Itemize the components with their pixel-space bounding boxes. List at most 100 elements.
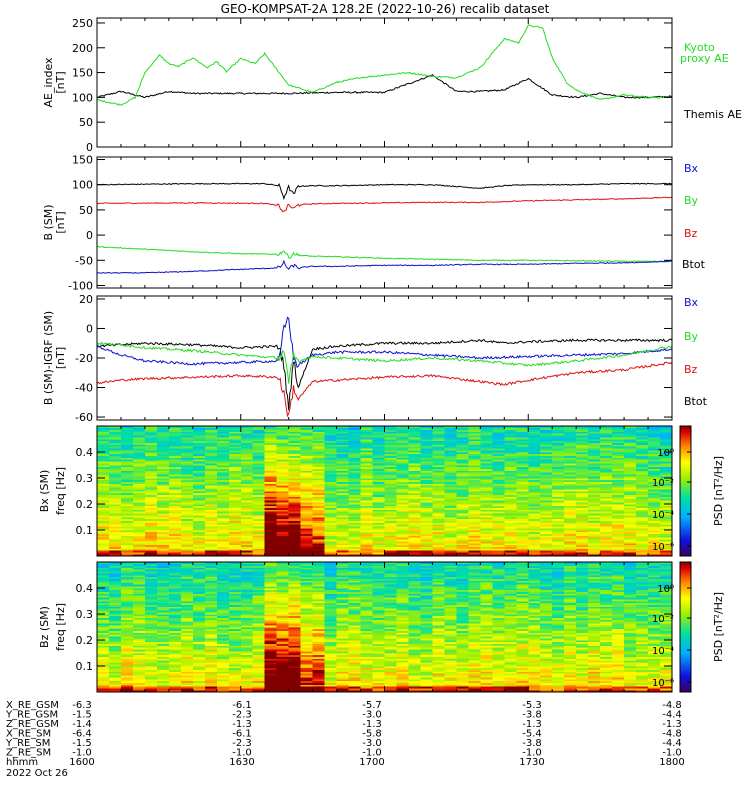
specx-cell bbox=[600, 478, 613, 481]
specx-cell bbox=[576, 554, 589, 557]
specx-cell bbox=[540, 426, 553, 429]
specx-cell bbox=[612, 528, 625, 531]
specz-cell bbox=[240, 664, 254, 667]
specx-cell bbox=[504, 515, 517, 518]
specz-cell bbox=[108, 664, 122, 667]
specx-cell bbox=[624, 531, 637, 535]
specx-cell bbox=[420, 502, 433, 505]
specx-cell bbox=[252, 452, 266, 455]
specz-cell bbox=[192, 569, 206, 572]
specx-cell bbox=[468, 429, 481, 432]
specz-cell bbox=[228, 640, 242, 643]
specx-cell bbox=[420, 530, 433, 533]
specx-cell bbox=[516, 487, 529, 490]
specx-cell bbox=[432, 487, 445, 490]
specx-cell bbox=[396, 498, 409, 501]
specx-cell bbox=[216, 511, 230, 514]
specx-cell bbox=[492, 531, 505, 535]
specx-cell bbox=[336, 468, 349, 471]
specz-cell bbox=[144, 645, 158, 648]
specz-cell bbox=[264, 686, 277, 689]
specx-cell bbox=[252, 481, 266, 484]
specz-cell bbox=[168, 614, 182, 617]
specx-cell bbox=[516, 550, 529, 553]
specz-cell bbox=[240, 630, 254, 633]
specx-cell bbox=[216, 459, 230, 462]
specx-cell bbox=[492, 440, 505, 444]
specz-cell bbox=[240, 669, 254, 672]
specz-cell bbox=[108, 601, 122, 604]
specx-cell bbox=[276, 539, 289, 542]
specx-cell bbox=[624, 498, 637, 501]
specz-cell bbox=[276, 588, 289, 591]
specx-cell bbox=[252, 548, 266, 551]
specx-cell bbox=[300, 535, 313, 538]
specx-cell bbox=[204, 483, 218, 486]
specx-cell bbox=[324, 494, 337, 497]
specx-cell bbox=[348, 476, 361, 479]
specz-cell bbox=[252, 664, 266, 667]
specz-cell bbox=[180, 660, 194, 663]
specx-cell bbox=[144, 552, 158, 555]
specx-cell bbox=[108, 459, 122, 462]
specx-cell bbox=[420, 513, 433, 516]
specx-cell bbox=[588, 505, 601, 509]
specz-cell bbox=[192, 586, 206, 589]
specx-cell bbox=[480, 461, 493, 464]
specx-cell bbox=[288, 548, 301, 551]
specx-cell bbox=[588, 457, 601, 460]
specx-cell bbox=[276, 526, 289, 529]
specx-cell bbox=[624, 446, 637, 449]
specx-cell bbox=[108, 546, 122, 549]
specx-cell bbox=[600, 496, 613, 499]
specx-cell bbox=[516, 530, 529, 533]
specx-cell bbox=[276, 533, 289, 536]
specz-cell bbox=[156, 593, 170, 596]
specx-cell bbox=[504, 426, 517, 429]
specz-cell bbox=[144, 658, 158, 661]
specz-cell bbox=[132, 628, 146, 632]
specx-cell bbox=[204, 439, 218, 442]
specz-cell bbox=[97, 569, 110, 572]
specx-cell bbox=[480, 489, 493, 492]
specx-cell bbox=[300, 448, 313, 451]
specx-cell bbox=[252, 426, 266, 429]
specz-cell bbox=[120, 612, 134, 615]
specx-cell bbox=[636, 492, 649, 496]
specz-cell bbox=[276, 621, 289, 624]
specx-cell bbox=[348, 522, 361, 525]
specz-cell bbox=[192, 567, 206, 570]
specz-cell bbox=[288, 608, 301, 611]
specx-cell bbox=[492, 537, 505, 540]
specz-cell bbox=[120, 562, 134, 565]
specx-cell bbox=[396, 489, 409, 492]
specx-cell bbox=[240, 442, 254, 445]
specz-cell bbox=[97, 588, 110, 591]
specx-cell bbox=[168, 500, 182, 503]
specx-cell bbox=[276, 435, 289, 438]
specx-cell bbox=[564, 515, 577, 518]
specx-cell bbox=[576, 427, 589, 431]
specx-cell bbox=[132, 496, 146, 499]
specz-cell bbox=[97, 658, 110, 661]
specx-cell bbox=[468, 472, 481, 475]
specx-cell bbox=[468, 496, 481, 499]
specx-cell bbox=[300, 491, 313, 494]
specx-cell bbox=[468, 426, 481, 429]
specx-cell bbox=[492, 517, 505, 520]
specx-cell bbox=[480, 524, 493, 527]
specx-cell bbox=[324, 543, 337, 546]
specx-cell bbox=[576, 444, 589, 447]
specz-cell bbox=[252, 640, 266, 643]
specz-cell bbox=[192, 675, 206, 678]
specz-cell bbox=[156, 563, 170, 567]
specx-cell bbox=[528, 440, 541, 444]
specx-cell bbox=[276, 492, 289, 496]
specx-cell bbox=[648, 435, 661, 438]
specx-cell bbox=[660, 442, 673, 445]
specz-cell bbox=[264, 660, 277, 663]
specx-cell bbox=[288, 550, 301, 553]
specx-cell bbox=[444, 457, 457, 460]
specx-cell bbox=[600, 552, 613, 555]
specz-cell bbox=[168, 571, 182, 574]
